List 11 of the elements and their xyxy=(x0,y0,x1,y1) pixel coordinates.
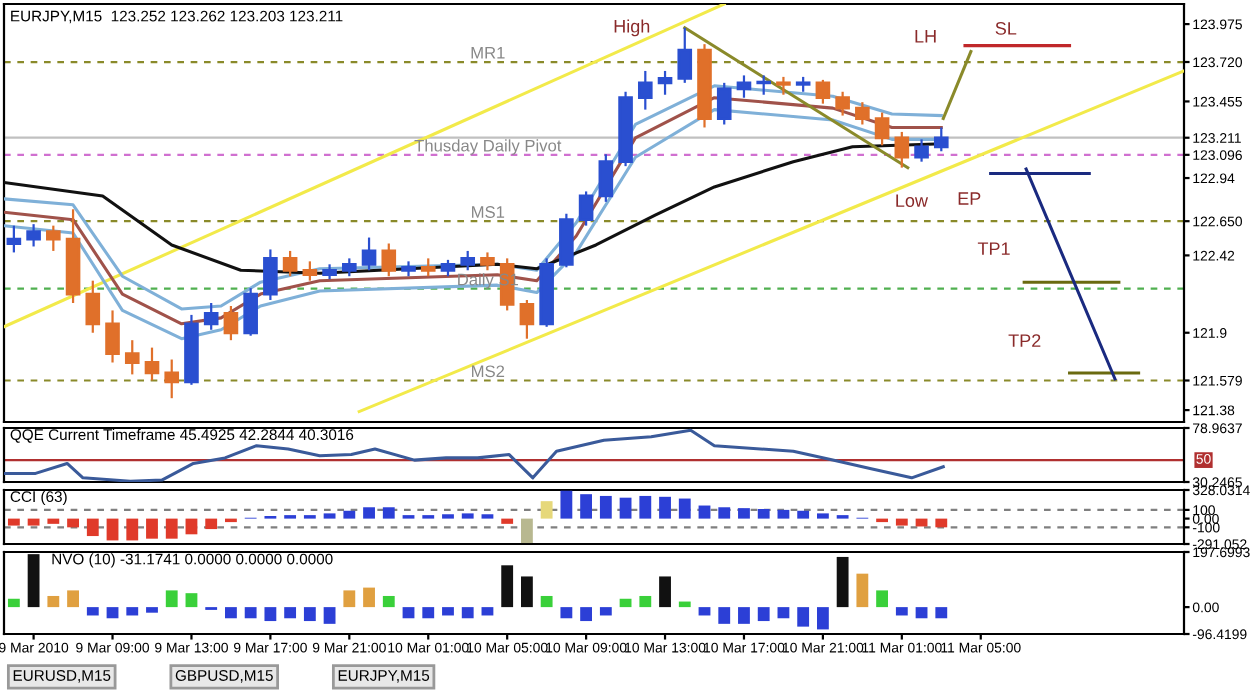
ref-line-label: MS1 xyxy=(472,206,505,218)
ref-line-label: MR1 xyxy=(471,47,505,59)
annotation: High xyxy=(614,19,650,37)
annotation: TP1 xyxy=(977,242,1010,255)
annotation: TP2 xyxy=(1008,334,1041,347)
ref-line-label: Thusday Daily Pivot xyxy=(414,139,562,155)
annotation: SL xyxy=(995,21,1017,35)
annotation: Low xyxy=(896,194,929,207)
annotation: LH xyxy=(915,30,936,43)
annotation: EP xyxy=(958,192,981,205)
ref-line-label: MS2 xyxy=(472,365,505,378)
